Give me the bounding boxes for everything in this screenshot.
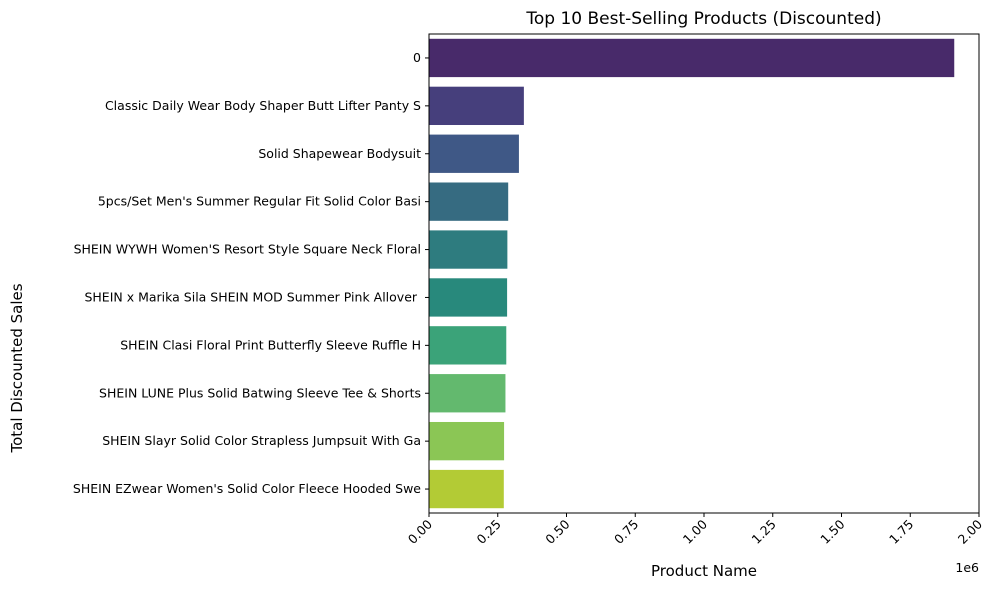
x-tick-label: 1.25 — [749, 517, 779, 547]
bar — [429, 278, 508, 317]
plot-frame — [428, 33, 980, 514]
bar — [429, 469, 504, 509]
y-tick-label: SHEIN LUNE Plus Solid Batwing Sleeve Tee… — [99, 385, 421, 400]
x-tick-label: 1.00 — [680, 516, 710, 546]
bar — [429, 86, 524, 126]
x-tick-label: 0.50 — [542, 516, 572, 546]
x-tick-label: 0.00 — [405, 516, 435, 546]
x-tick-label: 1.75 — [886, 517, 916, 547]
y-tick-label: SHEIN Clasi Floral Print Butterfly Sleev… — [120, 337, 421, 352]
bar — [429, 182, 509, 221]
bar — [429, 374, 506, 413]
x-axis-label: Product Name — [651, 562, 757, 580]
x-offset-label: 1e6 — [955, 560, 979, 575]
bar — [429, 38, 955, 78]
x-tick-label: 1.50 — [817, 516, 847, 546]
y-axis-label: Total Discounted Sales — [8, 283, 26, 453]
y-tick-label: Solid Shapewear Bodysuit — [258, 146, 421, 161]
y-tick-label: SHEIN WYWH Women'S Resort Style Square N… — [74, 242, 421, 257]
y-tick-label: SHEIN x Marika Sila SHEIN MOD Summer Pin… — [84, 289, 421, 304]
y-ticks-group: 0 Classic Daily Wear Body Shaper Butt Lif… — [73, 50, 429, 496]
bar — [429, 230, 508, 269]
bar — [429, 421, 505, 461]
chart-title: Top 10 Best-Selling Products (Discounted… — [525, 9, 881, 29]
y-tick-label: SHEIN EZwear Women's Solid Color Fleece … — [73, 481, 421, 496]
x-tick-label: 2.00 — [955, 516, 985, 546]
x-tick-label: 0.75 — [611, 517, 641, 547]
x-tick-label: 0.25 — [474, 517, 504, 547]
y-tick-label: 5pcs/Set Men's Summer Regular Fit Solid … — [98, 194, 421, 209]
bar — [429, 134, 519, 173]
bars-group — [429, 38, 955, 509]
y-tick-label: 0 — [413, 50, 421, 65]
y-tick-label: Classic Daily Wear Body Shaper Butt Lift… — [105, 98, 421, 113]
bar — [429, 326, 507, 365]
x-ticks-group: 0.00 0.25 0.50 0.75 1.00 1.25 1.50 1.75 2.00 — [405, 513, 985, 547]
y-tick-label: SHEIN Slayr Solid Color Strapless Jumpsu… — [102, 433, 421, 448]
